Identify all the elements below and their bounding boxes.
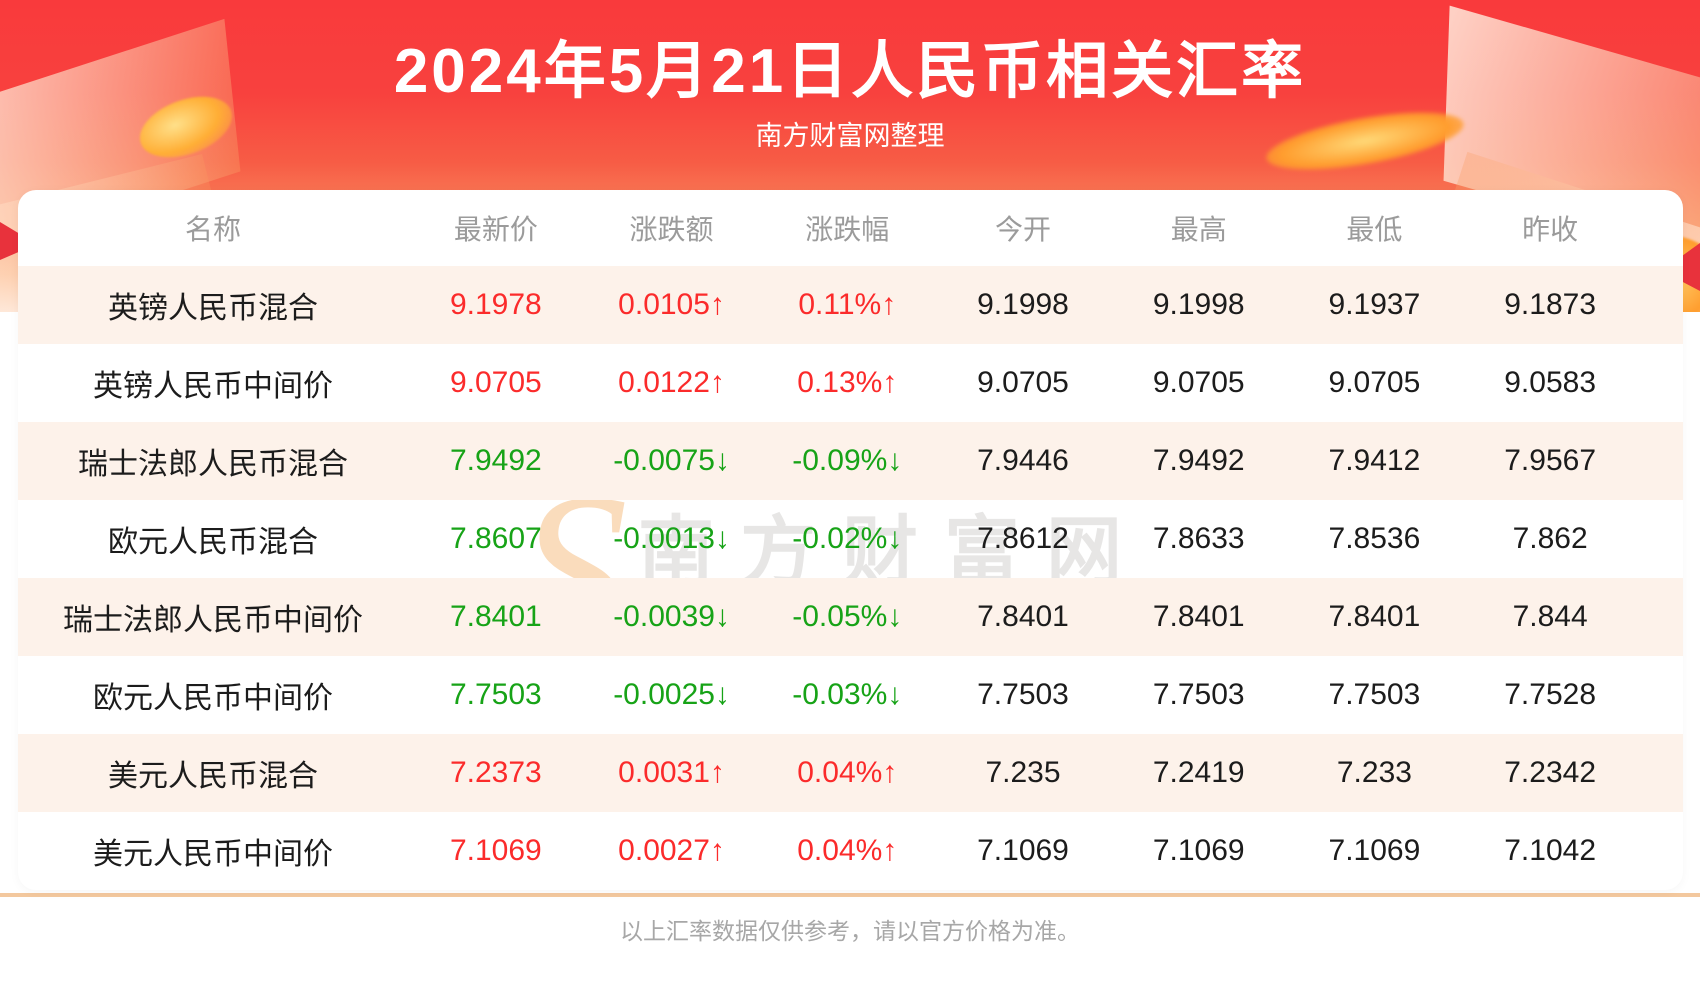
column-header-3: 涨跌幅	[805, 214, 890, 245]
cell-low: 7.8536	[1328, 522, 1421, 555]
cell-change_pct: 0.13%↑	[797, 366, 898, 399]
cell-change_pct: -0.05%↓	[792, 600, 903, 633]
cell-change_pct: 0.04%↑	[797, 834, 898, 867]
cell-latest: 7.9492	[449, 444, 542, 477]
cell-latest: 9.1978	[449, 288, 542, 321]
cell-change: -0.0025↓	[613, 678, 730, 711]
cell-latest: 7.1069	[449, 834, 542, 867]
cell-prev_close: 7.1042	[1504, 834, 1597, 867]
table-row: 美元人民币中间价 7.1069 0.0027↑ 0.04%↑ 7.1069 7.1069 7…	[18, 812, 1683, 890]
table-row: 瑞士法郎人民币混合 7.9492 -0.0075↓ -0.09%↓ 7.9446 7.94…	[18, 422, 1683, 500]
column-header-7: 昨收	[1522, 214, 1579, 245]
disclaimer-text: 以上汇率数据仅供参考，请以官方价格为准。	[620, 918, 1080, 944]
cell-change: 0.0105↑	[618, 288, 725, 321]
column-header-4: 今开	[994, 214, 1051, 245]
cell-latest: 7.8607	[449, 522, 542, 555]
cell-change: 0.0027↑	[618, 834, 725, 867]
table-header-row: 名称 最新价 涨跌额 涨跌幅 今开 最高 最低 昨收	[18, 190, 1683, 266]
table-body: 英镑人民币混合 9.1978 0.0105↑ 0.11%↑ 9.1998 9.1998 9.…	[18, 266, 1683, 890]
cell-high: 7.7503	[1152, 678, 1245, 711]
cell-name: 英镑人民币混合	[108, 292, 318, 325]
table-row: 美元人民币混合 7.2373 0.0031↑ 0.04%↑ 7.235 7.2419 7.2…	[18, 734, 1683, 812]
cell-open: 7.8612	[977, 522, 1069, 555]
cell-open: 7.7503	[977, 678, 1069, 711]
cell-change: 0.0122↑	[618, 366, 725, 399]
cell-low: 7.9412	[1328, 444, 1421, 477]
cell-low: 7.1069	[1328, 834, 1421, 867]
cell-change_pct: 0.11%↑	[798, 288, 897, 321]
cell-prev_close: 7.844	[1512, 600, 1588, 633]
cell-name: 英镑人民币中间价	[93, 370, 333, 403]
table-row: 欧元人民币中间价 7.7503 -0.0025↓ -0.03%↓ 7.7503 7.750…	[18, 656, 1683, 734]
cell-low: 7.8401	[1328, 600, 1421, 633]
cell-high: 9.0705	[1152, 366, 1245, 399]
column-header-0: 名称	[184, 214, 241, 245]
cell-change_pct: -0.09%↓	[792, 444, 903, 477]
cell-change: -0.0039↓	[613, 600, 730, 633]
cell-prev_close: 7.2342	[1504, 756, 1597, 789]
column-header-2: 涨跌额	[629, 214, 714, 245]
rates-table-card: S 南方财富网 outhmoney.com 名称最新价涨跌额涨跌幅今开最高最低昨…	[18, 190, 1683, 890]
page-subtitle: 南方财富网整理	[755, 121, 945, 151]
cell-open: 9.1998	[977, 288, 1069, 321]
table-row: 英镑人民币混合 9.1978 0.0105↑ 0.11%↑ 9.1998 9.1998 9.…	[18, 266, 1683, 344]
page-title: 2024年5月21日人民币相关汇率	[393, 37, 1307, 106]
cell-high: 7.9492	[1152, 444, 1245, 477]
cell-name: 瑞士法郎人民币混合	[78, 448, 348, 481]
cell-latest: 9.0705	[449, 366, 542, 399]
cell-name: 瑞士法郎人民币中间价	[63, 604, 363, 637]
cell-latest: 7.7503	[449, 678, 542, 711]
cell-name: 欧元人民币混合	[108, 526, 318, 559]
table-row: 瑞士法郎人民币中间价 7.8401 -0.0039↓ -0.05%↓ 7.8401 7.8…	[18, 578, 1683, 656]
cell-high: 7.8633	[1152, 522, 1245, 555]
cell-prev_close: 9.0583	[1504, 366, 1597, 399]
cell-open: 7.9446	[977, 444, 1069, 477]
cell-prev_close: 7.862	[1512, 522, 1588, 555]
cell-high: 7.2419	[1152, 756, 1245, 789]
cell-latest: 7.8401	[449, 600, 542, 633]
column-header-5: 最高	[1170, 214, 1227, 245]
cell-low: 7.7503	[1328, 678, 1421, 711]
column-header-6: 最低	[1346, 214, 1403, 245]
table-row: 英镑人民币中间价 9.0705 0.0122↑ 0.13%↑ 9.0705 9.0705 9…	[18, 344, 1683, 422]
cell-open: 7.8401	[977, 600, 1069, 633]
table-row: 欧元人民币混合 7.8607 -0.0013↓ -0.02%↓ 7.8612 7.8633…	[18, 500, 1683, 578]
cell-open: 7.235	[985, 756, 1061, 789]
cell-high: 7.8401	[1152, 600, 1245, 633]
cell-change: -0.0075↓	[613, 444, 730, 477]
cell-prev_close: 7.7528	[1504, 678, 1597, 711]
cell-low: 9.0705	[1328, 366, 1421, 399]
cell-name: 美元人民币中间价	[93, 838, 333, 871]
cell-latest: 7.2373	[449, 756, 542, 789]
cell-low: 9.1937	[1328, 288, 1421, 321]
cell-prev_close: 9.1873	[1504, 288, 1597, 321]
cell-name: 欧元人民币中间价	[93, 682, 333, 715]
cell-name: 美元人民币混合	[108, 760, 318, 793]
footer-divider	[0, 893, 1700, 897]
cell-high: 9.1998	[1152, 288, 1245, 321]
cell-open: 7.1069	[977, 834, 1069, 867]
cell-change_pct: -0.02%↓	[792, 522, 903, 555]
cell-low: 7.233	[1336, 756, 1412, 789]
cell-change_pct: -0.03%↓	[792, 678, 903, 711]
cell-prev_close: 7.9567	[1504, 444, 1597, 477]
cell-change: 0.0031↑	[618, 756, 725, 789]
cell-open: 9.0705	[977, 366, 1069, 399]
cell-change_pct: 0.04%↑	[797, 756, 898, 789]
cell-change: -0.0013↓	[613, 522, 730, 555]
red-ribbon-icon	[1680, 243, 1700, 291]
column-header-1: 最新价	[453, 214, 538, 245]
cell-high: 7.1069	[1152, 834, 1245, 867]
